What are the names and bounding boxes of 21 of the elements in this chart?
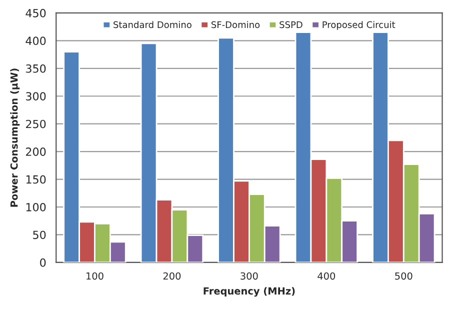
y-tick-label: 50 <box>33 230 46 240</box>
legend-label: Proposed Circuit <box>322 21 396 30</box>
x-tick-label: 200 <box>163 272 181 280</box>
x-axis-title: Frequency (MHz) <box>204 287 295 297</box>
x-tick-label: 400 <box>318 272 336 280</box>
legend-label: Standard Domino <box>114 21 192 28</box>
y-tick-label: 450 <box>26 8 46 18</box>
x-tick-label: 500 <box>395 272 412 280</box>
y-tick-label: 350 <box>26 64 46 73</box>
y-axis-title: Power Consumption (μW) <box>10 68 20 207</box>
y-tick-label: 250 <box>26 120 46 128</box>
y-tick-label: 100 <box>26 202 46 212</box>
y-tick-label: 150 <box>26 175 46 184</box>
legend-label: SSPD <box>280 21 302 28</box>
x-tick-label: 100 <box>86 272 104 280</box>
y-tick-label: 200 <box>26 148 46 156</box>
y-tick-label: 0 <box>40 258 46 267</box>
y-tick-label: 400 <box>26 36 46 46</box>
legend-label: SF-Domino <box>211 21 260 28</box>
y-tick-label: 300 <box>26 92 46 100</box>
x-tick-label: 300 <box>240 272 258 280</box>
